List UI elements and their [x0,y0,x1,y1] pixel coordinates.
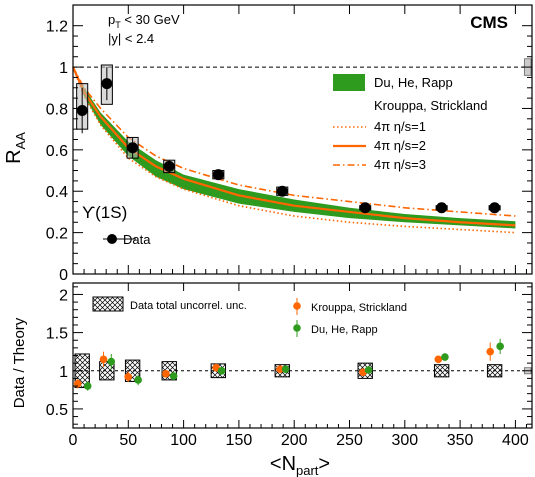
data-point [163,160,175,172]
data-points-layer [76,58,532,214]
y-tick-label-ratio: 0.5 [46,402,68,419]
y-tick-label-ratio: 2 [59,287,68,304]
legend-data: Data [103,232,151,247]
data-point [436,202,448,214]
x-tick-label: 200 [281,432,308,449]
data-point [101,78,113,90]
ratio-point-du-he-rapp [107,357,116,366]
ratio-point-du-he-rapp [134,376,142,384]
ratio-point-du-he-rapp [83,382,92,390]
y-tick-label-ratio: 1 [59,364,68,381]
ratio-point-du-he-rapp [441,353,449,361]
x-axis-label: <Npart> [270,453,330,477]
cut-pt: pT < 30 GeV [108,12,180,30]
y-tick-label-ratio: 1.5 [46,326,68,343]
x-tick-label: 300 [391,432,418,449]
ratio-point-du-he-rapp [364,366,373,374]
ratio-point-strickland [276,365,284,374]
theory-band-du-he-rapp [73,67,516,229]
y-tick-label-raa: 0.4 [46,184,68,201]
y-tick-label-raa: 0.6 [46,143,68,160]
legend-label-du-he-rapp-ratio: Du, He, Rapp [311,324,378,336]
theory-curve-eta-2 [71,66,516,227]
raa-panel: 0 0.2 0.4 0.6 0.8 1 1.2 RAA pT < 30 GeV |y| < … [3,4,533,284]
legend-label-eta-1: 4π η/s=1 [374,119,426,134]
legend-swatch-du-he-rapp [333,74,365,91]
legend-marker-strickland [293,302,301,310]
raa-y-ticks: 0 0.2 0.4 0.6 0.8 1 1.2 [46,19,532,284]
legend-marker-du-he-rapp [293,324,301,332]
y-tick-label-raa: 1.2 [46,19,68,36]
y-axis-label-raa: RAA [3,132,28,164]
data-point [489,202,501,214]
ratio-x-ticks: 0 50 100 150 200 250 300 350 400 [69,283,529,449]
uncorrelated-unc-box [486,364,503,378]
ratio-point-strickland [162,370,170,378]
x-tick-label: 50 [119,432,137,449]
theory-curve-eta-1 [72,66,516,234]
theory-band-layer [73,67,516,229]
legend-swatch-uncorrelated [92,296,124,312]
x-tick-label: 0 [69,432,78,449]
ratio-point-du-he-rapp [496,342,504,351]
y-tick-label-raa: 1 [59,60,68,77]
legend-label-du-he-rapp: Du, He, Rapp [374,75,453,90]
theory-curve-eta-3 [72,66,516,217]
legend-label-eta-2: 4π η/s=2 [374,138,426,153]
ratio-point-strickland [212,363,220,372]
y-axis-label-ratio: Data / Theory [11,317,28,408]
x-tick-label: 350 [447,432,474,449]
legend-ratio: Data total uncorrel. unc. Krouppa, Stric… [92,296,407,337]
legend-label-krouppa-strickland: Krouppa, Strickland [374,98,487,113]
ratio-points-layer [73,338,504,391]
x-tick-label: 250 [336,432,363,449]
data-point [212,169,224,181]
ratio-point-du-he-rapp [217,366,226,375]
data-point [276,185,288,197]
legend-label-uncorrelated: Data total uncorrel. unc. [130,300,247,312]
uncorrelated-unc-box [433,364,450,378]
raa-x-ticks [72,5,527,274]
state-label: ϒ(1S) [82,203,127,222]
legend-label-eta-3: 4π η/s=3 [374,157,426,172]
ratio-point-strickland [434,355,443,364]
experiment-label: CMS [470,13,508,32]
ratio-point-du-he-rapp [281,365,290,374]
legend-label-strickland-ratio: Krouppa, Strickland [311,302,407,314]
y-tick-label-raa: 0.2 [46,226,68,243]
ratio-y-ticks: 0.5 1 1.5 2 [46,286,532,425]
data-point [127,142,139,154]
svg-text:Data: Data [123,232,151,247]
data-point [359,202,371,214]
y-tick-label-raa: 0.8 [46,101,68,118]
cut-rapidity: |y| < 2.4 [108,31,154,46]
theory-curves-layer [71,66,516,234]
x-tick-label: 400 [502,432,529,449]
ratio-point-strickland [486,347,494,356]
ratio-point-du-he-rapp [169,372,178,380]
ratio-panel: 0.5 1 1.5 2 0 50 100 150 200 250 300 350 400 Data /… [11,282,533,477]
data-point [76,105,88,117]
ratio-point-strickland [124,373,132,381]
x-tick-label: 150 [226,432,253,449]
ratio-point-strickland [99,355,108,364]
x-tick-label: 100 [170,432,197,449]
legend-theory: Du, He, Rapp Krouppa, Strickland 4π η/s=… [333,74,487,172]
y-tick-label-raa: 0 [59,267,68,284]
